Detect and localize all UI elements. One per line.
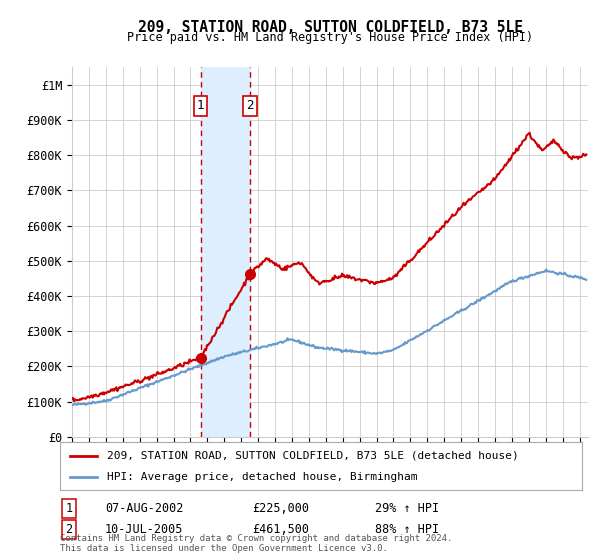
Text: 10-JUL-2005: 10-JUL-2005 bbox=[105, 522, 184, 536]
Text: 07-AUG-2002: 07-AUG-2002 bbox=[105, 502, 184, 515]
Text: £461,500: £461,500 bbox=[252, 522, 309, 536]
Text: Price paid vs. HM Land Registry's House Price Index (HPI): Price paid vs. HM Land Registry's House … bbox=[127, 31, 533, 44]
Text: 209, STATION ROAD, SUTTON COLDFIELD, B73 5LE: 209, STATION ROAD, SUTTON COLDFIELD, B73… bbox=[137, 20, 523, 35]
Text: 2: 2 bbox=[65, 522, 73, 536]
Text: 1: 1 bbox=[65, 502, 73, 515]
Bar bbox=[200, 67, 250, 437]
Text: 2: 2 bbox=[246, 100, 254, 113]
Text: 1: 1 bbox=[197, 100, 205, 113]
Text: 29% ↑ HPI: 29% ↑ HPI bbox=[375, 502, 439, 515]
Text: 88% ↑ HPI: 88% ↑ HPI bbox=[375, 522, 439, 536]
Text: 209, STATION ROAD, SUTTON COLDFIELD, B73 5LE (detached house): 209, STATION ROAD, SUTTON COLDFIELD, B73… bbox=[107, 451, 519, 461]
Text: £225,000: £225,000 bbox=[252, 502, 309, 515]
Text: HPI: Average price, detached house, Birmingham: HPI: Average price, detached house, Birm… bbox=[107, 472, 418, 482]
Text: Contains HM Land Registry data © Crown copyright and database right 2024.
This d: Contains HM Land Registry data © Crown c… bbox=[60, 534, 452, 553]
